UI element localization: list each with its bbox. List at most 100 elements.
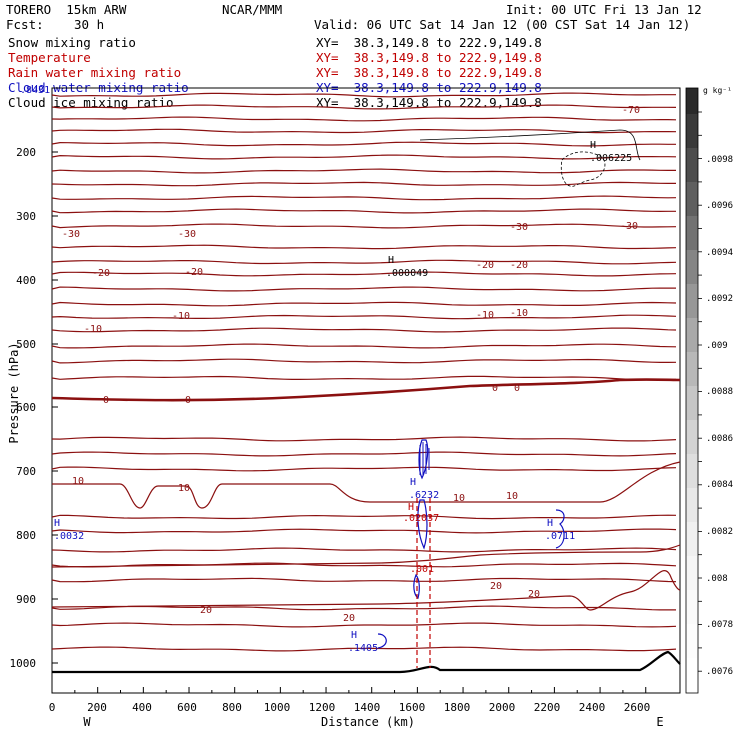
max-value: .6232 <box>409 490 439 501</box>
contour-value: .8431 <box>20 85 50 96</box>
isotherm-line <box>51 92 676 98</box>
isotherm-label: 0 <box>514 383 520 394</box>
isotherm-line <box>51 528 677 534</box>
field-name-rain: Rain water mixing ratio <box>8 65 182 80</box>
colorbar-label: .0088 <box>706 387 733 397</box>
freezing-level-line <box>51 378 681 402</box>
x-tick-label: 600 <box>177 701 197 714</box>
colorbar-label: .008 <box>706 574 728 584</box>
colorbar-label: .0092 <box>706 294 733 304</box>
colorbar-label: .0078 <box>706 620 733 630</box>
east-label: E <box>656 715 663 729</box>
colorbar-label: .0096 <box>706 201 733 211</box>
max-value: .1405 <box>348 643 378 654</box>
cloud-water-contour <box>417 499 428 550</box>
y-tick-label: 700 <box>16 465 36 478</box>
y-tick-label: 800 <box>16 529 36 542</box>
isotherm-label: -30 <box>178 229 196 240</box>
field-name-snow: Snow mixing ratio <box>8 35 136 50</box>
max-value: .000049 <box>386 268 428 279</box>
isotherm-line <box>51 547 677 553</box>
isotherm-line <box>51 327 677 333</box>
isotherm-line <box>51 208 676 214</box>
field-xy-rain: XY= 38.3,149.8 to 222.9,149.8 <box>316 65 542 80</box>
cloud-ice-contour <box>560 151 606 187</box>
cloud-water-contour <box>555 509 565 549</box>
max-marker: H <box>408 502 414 513</box>
isotherm-label: 20 <box>200 605 212 616</box>
colorbar-label: .0094 <box>706 248 733 258</box>
max-marker: H <box>410 477 416 488</box>
x-tick-label: 0 <box>49 701 56 714</box>
isotherm-line <box>51 271 677 277</box>
cloud-water-contour <box>418 439 429 480</box>
snow-contour <box>419 129 641 161</box>
isotherm-line <box>51 301 677 307</box>
colorbar-label: .0076 <box>706 667 733 677</box>
isotherm-line <box>51 436 677 442</box>
isotherm-line <box>51 605 676 611</box>
isotherm-label: -30 <box>620 221 638 232</box>
isotherm-line <box>51 562 677 568</box>
isotherm-line <box>51 141 676 147</box>
isotherm-label: 20 <box>490 581 502 592</box>
field-name-temperature: Temperature <box>8 50 91 65</box>
model-title: TORERO 15km ARW <box>6 2 127 17</box>
field-xy-snow: XY= 38.3,149.8 to 222.9,149.8 <box>316 35 542 50</box>
isotherm-line <box>51 358 677 364</box>
forecast-label: Fcst: <box>6 17 44 32</box>
isotherm-label: -10 <box>476 310 494 321</box>
forecast-hour: 30 h <box>74 17 105 32</box>
colorbar-label: .009 <box>706 341 728 351</box>
isotherm-label: -20 <box>185 267 203 278</box>
isotherm-label: 10 <box>72 476 84 487</box>
isotherm-line <box>51 570 681 611</box>
x-tick-label: 1200 <box>309 701 336 714</box>
plot-frame <box>51 87 681 694</box>
isotherm-line <box>51 343 677 349</box>
max-value: .0711 <box>545 531 575 542</box>
y-axis-title: Pressure (hPa) <box>7 342 21 443</box>
max-marker: H <box>547 518 553 529</box>
isotherm-line <box>51 116 677 122</box>
x-tick-label: 1000 <box>264 701 291 714</box>
isotherm-line <box>51 223 677 229</box>
colorbar-label: .0082 <box>706 527 733 537</box>
isotherm-line <box>51 577 677 583</box>
max-value: .02037 <box>403 513 439 524</box>
isotherm-label: -10 <box>172 311 190 322</box>
isotherm-label: 20 <box>528 589 540 600</box>
init-time: Init: 00 UTC Fri 13 Jan 12 <box>506 2 702 17</box>
y-tick-label: 1000 <box>10 657 37 670</box>
x-tick-label: 2200 <box>534 701 561 714</box>
x-tick-label: 2600 <box>624 701 651 714</box>
isotherm-line <box>51 154 677 160</box>
y-tick-label: 900 <box>16 593 36 606</box>
y-tick-label: 200 <box>16 146 36 159</box>
isotherm-line <box>51 244 677 250</box>
isotherm-label: 0 <box>185 395 191 406</box>
max-marker: H <box>388 255 394 266</box>
isotherm-line <box>51 104 677 110</box>
cloud-water-contour <box>419 442 430 476</box>
west-label: W <box>83 715 91 729</box>
max-marker: H <box>351 630 357 641</box>
isotherm-line <box>51 646 677 652</box>
colorbar-unit: g kg⁻¹ <box>703 86 732 95</box>
isotherm-line <box>51 181 676 187</box>
colorbar-label: .0084 <box>706 480 733 490</box>
isotherm-label: 10 <box>453 493 465 504</box>
terrain-line <box>52 650 681 674</box>
isotherm-label: 10 <box>178 483 190 494</box>
isotherm-label: -70 <box>622 105 640 116</box>
x-tick-label: 2400 <box>579 701 606 714</box>
cloud-water-contour <box>413 573 420 600</box>
x-tick-label: 200 <box>87 701 107 714</box>
isotherm-label: -10 <box>84 324 102 335</box>
x-tick-label: 1400 <box>354 701 381 714</box>
isotherm-line <box>51 314 677 320</box>
contour-value: .001 <box>410 564 434 575</box>
isotherm-label: 0 <box>492 383 498 394</box>
isotherm-label: 0 <box>103 395 109 406</box>
